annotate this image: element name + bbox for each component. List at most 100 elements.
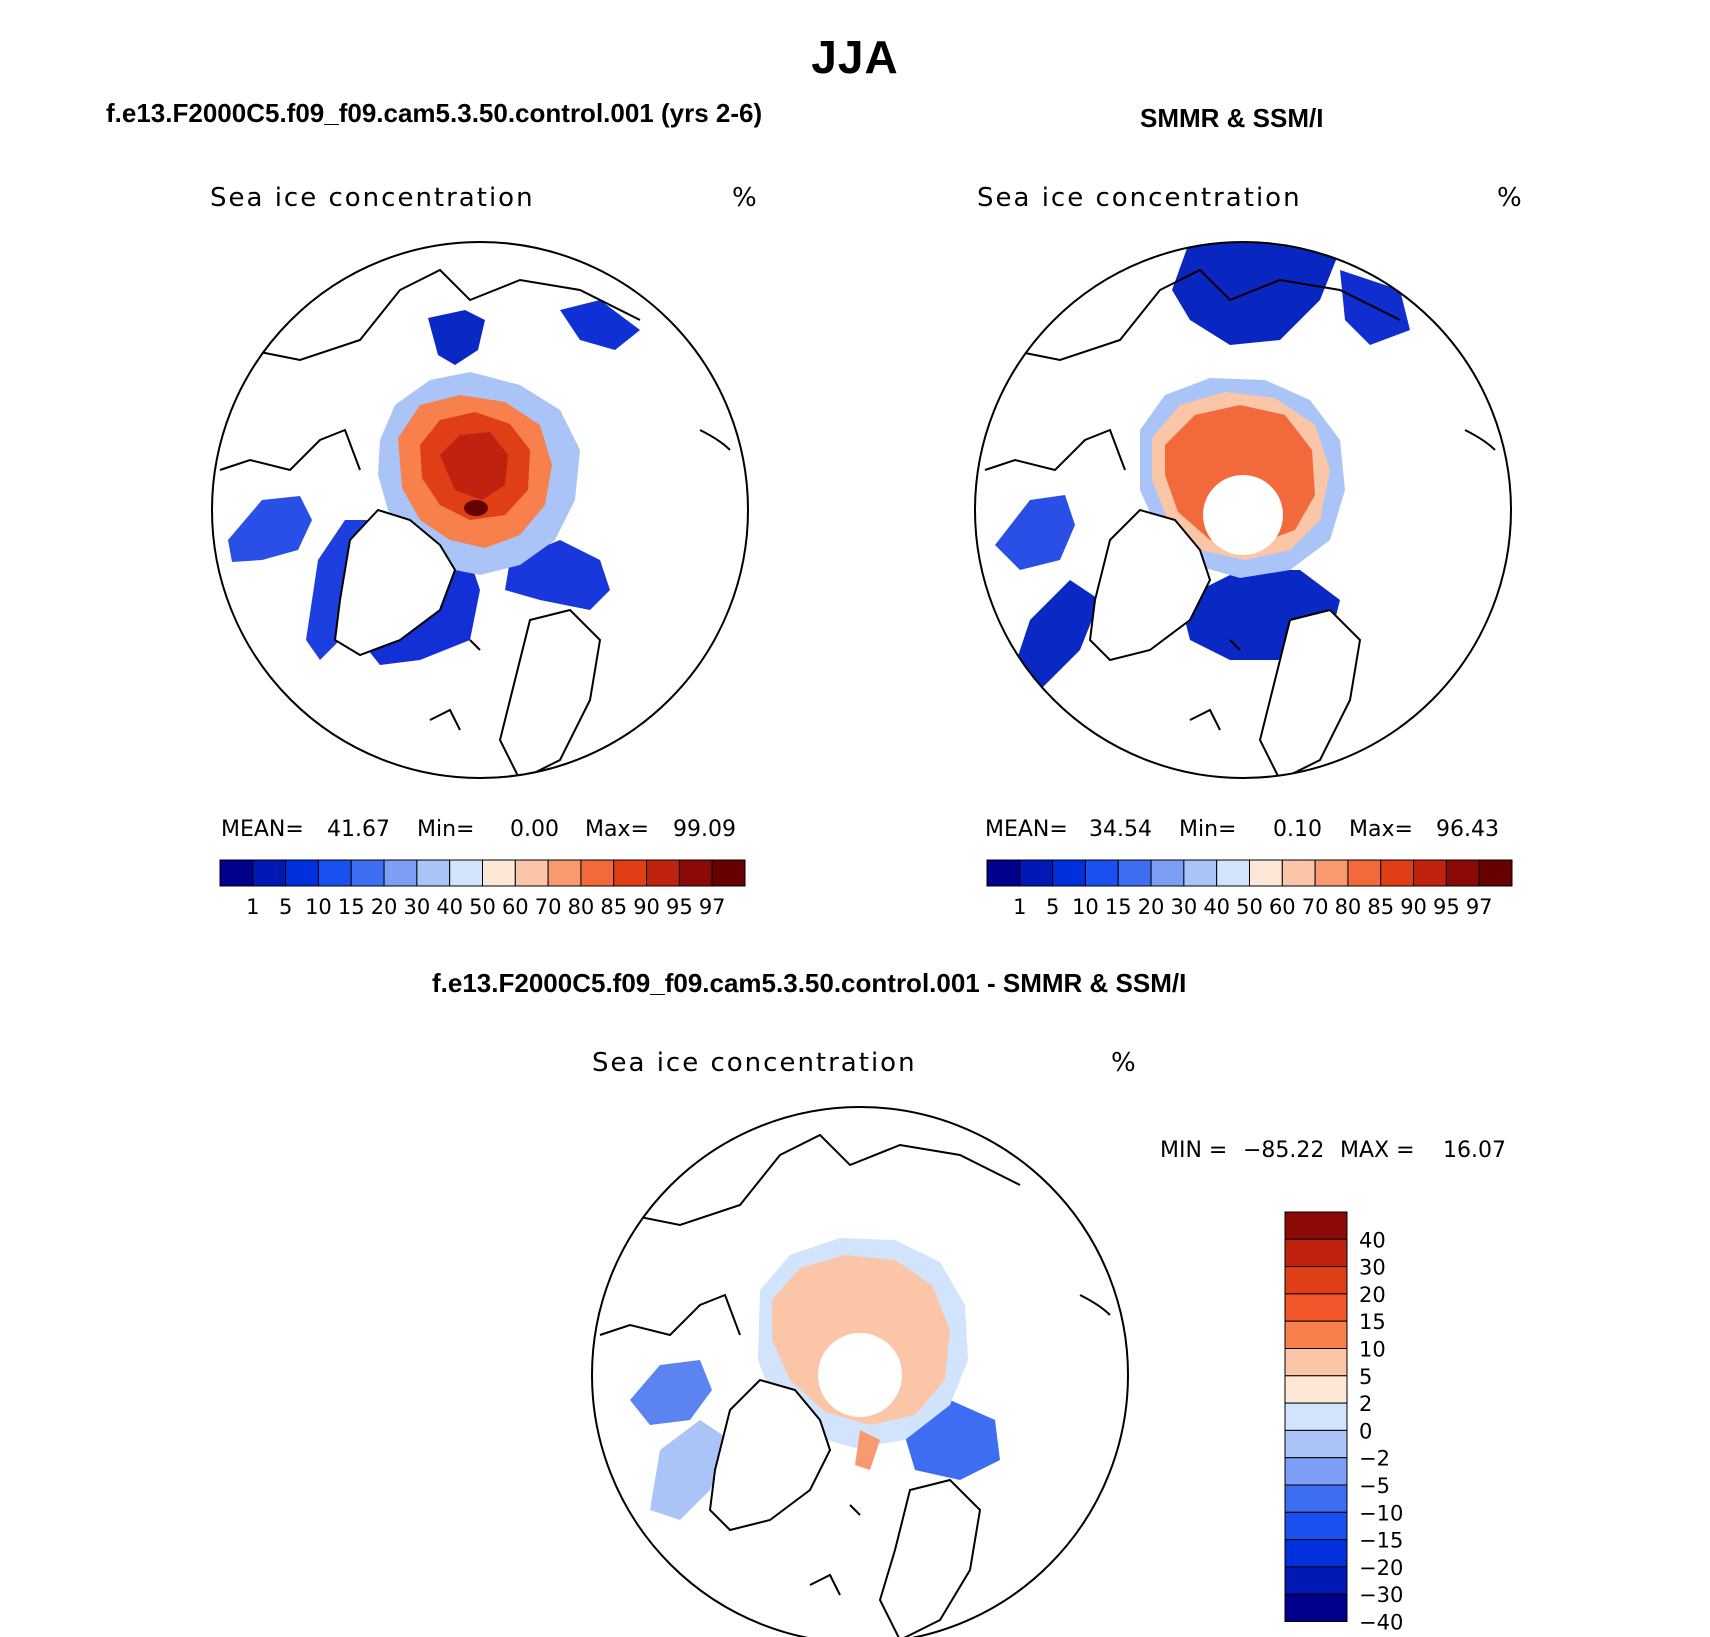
panel-2-mean-value: 34.54 — [1089, 817, 1152, 842]
colorbar-1-tick-label: 60 — [502, 895, 529, 919]
colorbar-3-tick-label: −5 — [1359, 1474, 1390, 1498]
map-2-land-siberia — [1009, 268, 1401, 362]
colorbar-2-tick-label: 60 — [1269, 895, 1296, 919]
map-1-ice-max — [440, 432, 508, 500]
map-2-land-islands — [1189, 429, 1496, 731]
colorbar-1-box — [383, 859, 418, 887]
panel-2-min-label: Min= — [1179, 817, 1237, 842]
panel-1-variable: Sea ice concentration — [210, 183, 535, 213]
colorbar-2-tick-label: 30 — [1171, 895, 1198, 919]
panel-2-title: SMMR & SSM/I — [1140, 103, 1324, 133]
colorbar-3-tick-label: 15 — [1359, 1310, 1386, 1334]
map-1-ice-barents — [505, 540, 610, 610]
map-3-boundary — [591, 1106, 1129, 1637]
colorbar-1-box — [416, 859, 451, 887]
colorbar-1-box — [350, 859, 385, 887]
map-3-diff-baffin — [650, 1420, 730, 1520]
map-2 — [984, 242, 1496, 778]
colorbar-2-tick-label: 40 — [1203, 895, 1230, 919]
colorbar-2-tick-label: 80 — [1335, 895, 1362, 919]
colorbar-1-box — [514, 859, 549, 887]
map-1-land-canada — [219, 428, 361, 472]
colorbar-1-tick-label: 5 — [279, 895, 292, 919]
colorbar-3-tick-label: −15 — [1359, 1529, 1403, 1553]
colorbar-3-tick-label: 2 — [1359, 1392, 1372, 1416]
panel-3-units: % — [1111, 1048, 1138, 1078]
colorbar-1-box — [252, 859, 287, 887]
colorbar-3-tick-label: −10 — [1359, 1501, 1403, 1525]
colorbar-1-tick-label: 80 — [568, 895, 595, 919]
map-2-ice-baffin — [1010, 580, 1100, 690]
colorbar-3-box — [1284, 1320, 1348, 1349]
colorbar-3-tick-label: 20 — [1359, 1283, 1386, 1307]
panel-1-max-value: 99.09 — [673, 817, 736, 842]
colorbar-1-tick-label: 1 — [246, 895, 259, 919]
map-3-diff-strip — [855, 1430, 880, 1470]
colorbar-3-box — [1284, 1429, 1348, 1459]
colorbar-3-box — [1284, 1484, 1348, 1513]
colorbar-2-box — [1117, 859, 1152, 887]
colorbar-3-tick-label: 40 — [1359, 1228, 1386, 1252]
colorbar-2-tick-label: 10 — [1072, 895, 1099, 919]
map-1-land-greenland — [333, 508, 457, 657]
panel-3-max-label: MAX = — [1340, 1138, 1415, 1163]
colorbar-1-tick-label: 10 — [305, 895, 332, 919]
colorbar-1-box — [317, 859, 352, 887]
panel-2-max-value: 96.43 — [1436, 817, 1499, 842]
panel-3-max-value: 16.07 — [1443, 1138, 1506, 1163]
colorbar-1-tick-label: 70 — [535, 895, 562, 919]
map-3-pole-hole — [818, 1333, 902, 1417]
colorbar-3-tick-label: 0 — [1359, 1419, 1372, 1443]
map-2-land-canada — [984, 428, 1126, 472]
colorbar-2-box — [1052, 859, 1086, 887]
colorbar-2-box — [1347, 859, 1382, 887]
colorbar-2-box — [1084, 859, 1119, 887]
panel-2-max-label: Max= — [1349, 817, 1413, 842]
colorbar-1-box — [285, 859, 319, 887]
colorbar-2-tick-label: 97 — [1466, 895, 1493, 919]
map-1-land-siberia — [249, 268, 641, 362]
colorbar-2-box — [1478, 859, 1513, 887]
colorbar-2-tick-label: 15 — [1105, 895, 1132, 919]
colorbar-1-tick-label: 90 — [633, 895, 660, 919]
colorbar-2-tick-label: 85 — [1367, 895, 1394, 919]
panel-1-max-label: Max= — [585, 817, 649, 842]
panel-3-min-value: −85.22 — [1243, 1138, 1325, 1163]
map-2-ice-chukchi — [1172, 242, 1340, 345]
colorbar-2-box — [1183, 859, 1218, 887]
colorbar-1-tick-label: 30 — [404, 895, 431, 919]
colorbar-1-tick-label: 85 — [600, 895, 627, 919]
panel-2-units: % — [1497, 183, 1524, 213]
colorbar-1-tick-label: 20 — [371, 895, 398, 919]
map-3 — [599, 1133, 1111, 1637]
colorbar-2-box — [1413, 859, 1447, 887]
colorbar-1-box — [580, 859, 615, 887]
colorbar-2-box — [1019, 859, 1054, 887]
colorbar-3-tick-label: 10 — [1359, 1338, 1386, 1362]
colorbar-1-box — [678, 859, 713, 887]
panel-2-variable: Sea ice concentration — [977, 183, 1302, 213]
colorbar-3-box — [1284, 1566, 1348, 1595]
colorbar-2-tick-label: 90 — [1400, 895, 1427, 919]
colorbar-2-tick-label: 70 — [1302, 895, 1329, 919]
colorbar-2-tick-label: 50 — [1236, 895, 1263, 919]
colorbar-1-tick-label: 97 — [699, 895, 726, 919]
colorbar-3-box — [1284, 1293, 1348, 1322]
colorbar-1-tick-label: 15 — [338, 895, 365, 919]
colorbar-2: 1 5 10 15 20 30 40 50 60 70 80 85 90 95 97 — [986, 859, 1513, 919]
colorbar-1-tick-label: 95 — [666, 895, 693, 919]
map-1-ice-peak — [464, 500, 488, 516]
colorbar-3-box — [1284, 1457, 1348, 1486]
map-1-land-scandinavia — [498, 608, 602, 778]
map-2-land-greenland — [1088, 508, 1212, 662]
panel-1-units: % — [732, 183, 759, 213]
colorbar-2-box — [1249, 859, 1283, 887]
map-1-ice-hudson — [228, 496, 312, 562]
colorbar-1-box — [646, 859, 680, 887]
panel-1-title: f.e13.F2000C5.f09_f09.cam5.3.50.control.… — [106, 98, 763, 128]
colorbar-3-box — [1284, 1211, 1348, 1240]
panel-2-min-value: 0.10 — [1273, 817, 1322, 842]
colorbar-3-tick-label: −30 — [1359, 1583, 1403, 1607]
